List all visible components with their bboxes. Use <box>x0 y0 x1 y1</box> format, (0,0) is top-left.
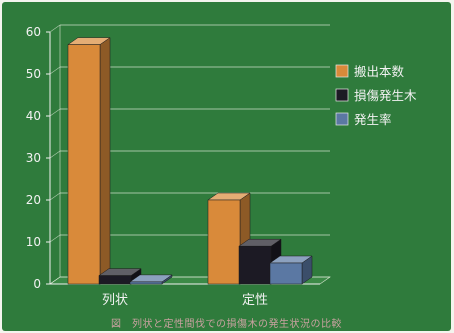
gridline-depth <box>49 150 61 159</box>
legend-label: 搬出本数 <box>354 64 405 79</box>
bar-front <box>207 199 241 285</box>
bar <box>129 274 173 285</box>
figure-caption: 図 列状と定性間伐での損傷木の発生状況の比較 <box>111 319 342 330</box>
legend-swatch <box>335 88 349 102</box>
y-tick-label: 60 <box>26 25 41 39</box>
y-tick-label: 10 <box>26 235 41 249</box>
y-tick-label: 20 <box>26 193 41 207</box>
y-tick-label: 0 <box>33 277 41 291</box>
bar-front <box>98 275 132 285</box>
bar-front <box>129 281 163 285</box>
gridline-depth <box>49 24 61 33</box>
legend-label: 発生率 <box>354 112 392 127</box>
legend-swatch <box>335 64 349 78</box>
gridline-depth <box>49 66 61 75</box>
bar-side <box>99 37 111 285</box>
gridline-depth <box>49 276 61 285</box>
legend-swatch <box>335 112 349 126</box>
y-tick-label: 50 <box>26 67 41 81</box>
gridline-depth <box>49 108 61 117</box>
category-label: 列状 <box>102 293 128 308</box>
gridline-depth <box>49 234 61 243</box>
bar <box>269 255 313 285</box>
legend-box <box>330 56 446 132</box>
legend-label: 損傷発生木 <box>354 88 417 103</box>
bar-front <box>269 262 303 285</box>
category-label: 定性 <box>242 293 268 308</box>
chart-figure: 0 10 20 30 40 50 60 列状 定性 搬出本数損傷発生木発生率 図 列状と定性間… <box>2 2 451 331</box>
y-tick-label: 30 <box>26 151 41 165</box>
y-tick-label: 40 <box>26 109 41 123</box>
gridline-depth <box>49 192 61 201</box>
bar <box>67 37 111 285</box>
bar-front <box>67 44 101 285</box>
bar-front <box>238 245 272 285</box>
